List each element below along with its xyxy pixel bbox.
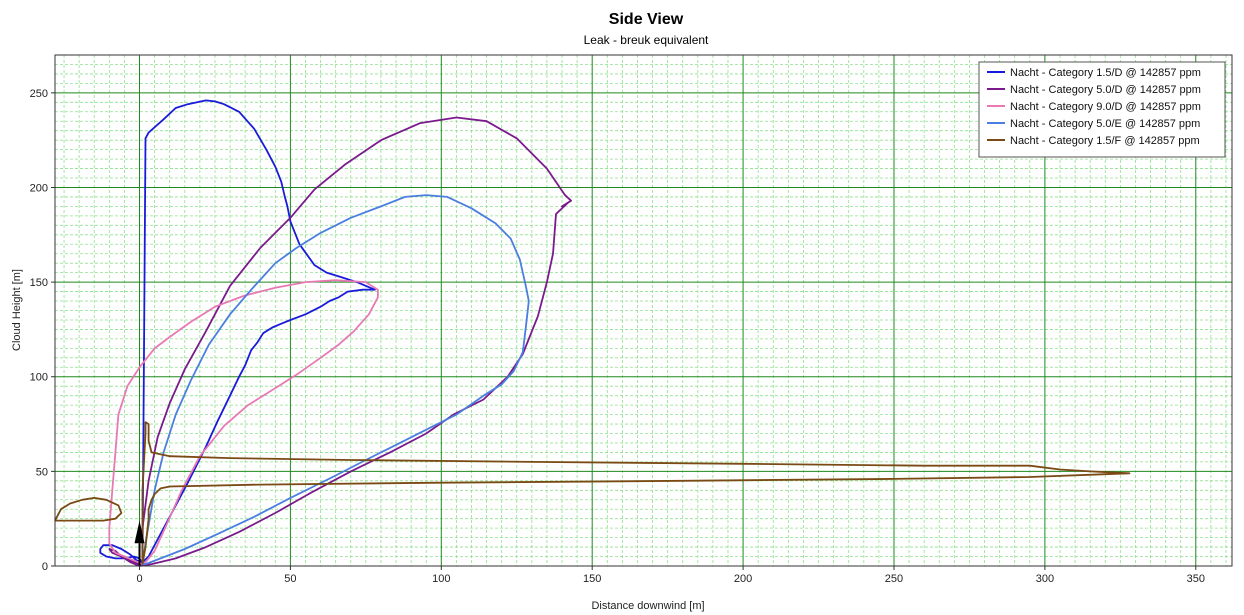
x-tick-label: 300 bbox=[1036, 573, 1054, 585]
chart-title: Side View bbox=[609, 11, 684, 28]
x-tick-label: 200 bbox=[734, 573, 752, 585]
x-tick-label: 250 bbox=[885, 573, 903, 585]
legend-entry: Nacht - Category 5.0/E @ 142857 ppm bbox=[1010, 118, 1200, 130]
series-line-2 bbox=[108, 116, 572, 567]
legend-box bbox=[978, 61, 1226, 158]
legend: Nacht - Category 1.5/D @ 142857 ppm Nacht… bbox=[978, 61, 1226, 158]
x-axis-label: Distance downwind [m] bbox=[591, 600, 704, 612]
y-tick-label: 0 bbox=[42, 561, 48, 573]
source-arrow-marker bbox=[134, 520, 145, 544]
axis-ticks: 0 50 100 150 200 250 300 350 0 50 100 150 200 250 bbox=[30, 88, 1205, 585]
x-tick-label: 100 bbox=[432, 573, 450, 585]
legend-entry: Nacht - Category 1.5/D @ 142857 ppm bbox=[1010, 67, 1201, 79]
x-tick-label: 350 bbox=[1187, 573, 1205, 585]
plot-area bbox=[54, 54, 1233, 567]
y-tick-label: 200 bbox=[30, 182, 48, 194]
x-tick-label: 0 bbox=[136, 573, 142, 585]
legend-entry: Nacht - Category 9.0/D @ 142857 ppm bbox=[1010, 101, 1201, 113]
series-lines bbox=[54, 99, 1131, 567]
y-tick-label: 250 bbox=[30, 88, 48, 100]
series-line-1 bbox=[99, 99, 376, 565]
legend-entry: Nacht - Category 5.0/D @ 142857 ppm bbox=[1010, 84, 1201, 96]
series-line-6 bbox=[54, 497, 123, 522]
y-axis-label: Cloud Height [m] bbox=[11, 269, 23, 351]
y-tick-label: 150 bbox=[30, 277, 48, 289]
y-tick-label: 100 bbox=[30, 372, 48, 384]
series-line-3 bbox=[108, 279, 379, 565]
x-tick-label: 150 bbox=[583, 573, 601, 585]
chart-subtitle: Leak - breuk equivalent bbox=[584, 33, 709, 47]
series-line-4 bbox=[141, 194, 530, 565]
y-tick-label: 50 bbox=[36, 466, 48, 478]
legend-entry: Nacht - Category 1.5/F @ 142857 ppm bbox=[1010, 135, 1200, 147]
x-tick-label: 50 bbox=[284, 573, 296, 585]
series-line-5 bbox=[141, 421, 1131, 565]
